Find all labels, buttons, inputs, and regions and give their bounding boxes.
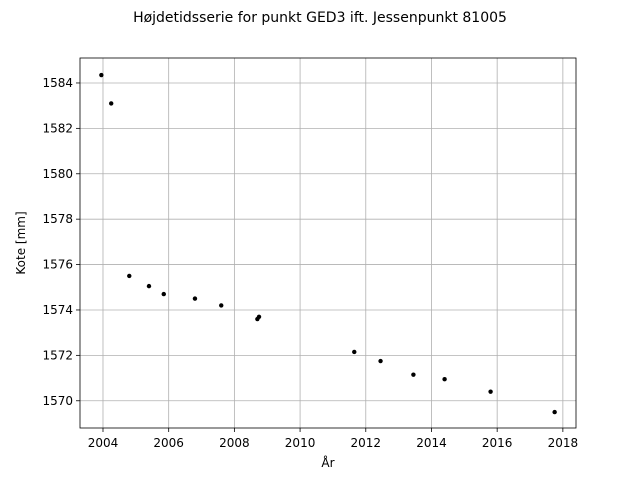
x-tick-label: 2016 — [482, 436, 513, 450]
data-point — [127, 273, 132, 279]
y-tick-label: 1574 — [42, 303, 73, 317]
data-point — [192, 296, 198, 301]
grid — [80, 58, 576, 428]
y-tick-label: 1572 — [42, 348, 73, 362]
y-tick-label: 1570 — [42, 394, 73, 408]
y-axis-label: Kote [mm] — [14, 211, 28, 274]
data-point — [109, 101, 114, 106]
data-point — [411, 372, 416, 377]
y-tick-label: 1584 — [42, 76, 73, 90]
x-tick-label: 2014 — [416, 436, 447, 450]
x-tick-label: 2012 — [351, 436, 382, 450]
data-point — [161, 291, 166, 297]
data-point — [352, 349, 357, 355]
data-point — [256, 314, 262, 319]
x-tick-label: 2010 — [285, 436, 316, 450]
data-point — [146, 283, 152, 289]
y-tick-label: 1576 — [42, 258, 73, 272]
x-tick-label: 2004 — [88, 436, 119, 450]
y-tick-label: 1578 — [42, 212, 73, 226]
y-tick-label: 1580 — [42, 167, 73, 181]
x-tick-label: 2006 — [153, 436, 184, 450]
x-tick-label: 2008 — [219, 436, 250, 450]
axes-frame — [79, 57, 577, 429]
data-point — [442, 376, 447, 382]
x-tick-label: 2018 — [548, 436, 579, 450]
x-axis-label: År — [321, 455, 334, 470]
y-tick-label: 1582 — [42, 121, 73, 135]
data-point — [488, 389, 493, 394]
ticks: 2004 2006 2008 2010 2012 2014 2016 2018 1570 1572… — [42, 76, 578, 450]
data-point — [552, 409, 557, 415]
data-points — [99, 72, 557, 415]
data-point — [219, 303, 224, 308]
data-point — [99, 72, 104, 78]
chart-title: Højdetidsserie for punkt GED3 ift. Jesse… — [133, 10, 507, 26]
data-point — [378, 358, 383, 364]
